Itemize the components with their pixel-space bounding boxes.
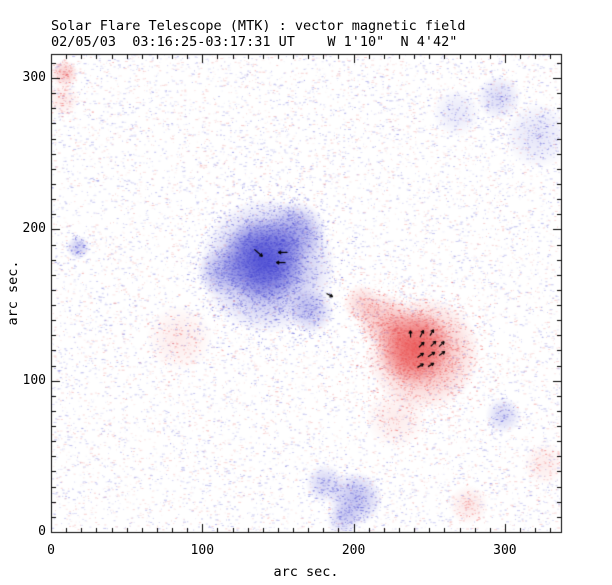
y-tick-label: 0 [38, 524, 46, 539]
x-tick-label: 0 [47, 543, 55, 558]
y-tick-label: 100 [22, 372, 46, 388]
y-tick-label: 200 [22, 221, 46, 237]
x-tick-label: 100 [190, 543, 215, 558]
plot-title: Solar Flare Telescope (MTK) : vector mag… [51, 18, 466, 34]
x-tick-label: 200 [341, 543, 366, 558]
y-tick-label: 300 [22, 70, 46, 86]
x-tick-label: 300 [493, 543, 517, 558]
x-axis-title: arc sec. [273, 564, 339, 580]
y-axis-title: arc sec. [5, 260, 21, 326]
plot-subtitle: 02/05/03 03:16:25-03:17:31 UT W 1'10" N … [51, 34, 458, 50]
